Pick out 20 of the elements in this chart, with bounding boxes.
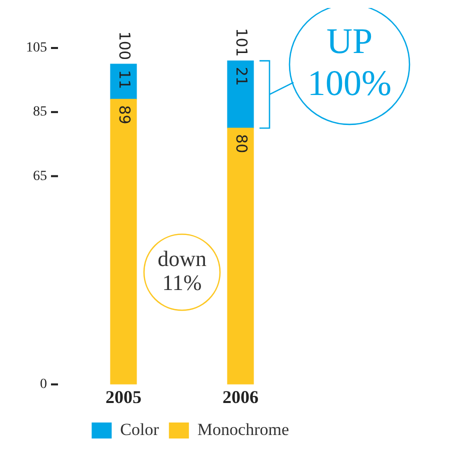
data-label: 89 [116, 105, 134, 124]
y-tick-label: 65 [33, 168, 47, 184]
data-label: 11 [116, 70, 134, 90]
total-label: 100 [116, 31, 134, 60]
legend-label: Color [120, 420, 160, 439]
bar [110, 64, 137, 100]
x-tick-label: 2005 [106, 386, 142, 407]
data-label: 80 [232, 134, 251, 154]
bar [227, 128, 254, 384]
y-tick-label: 105 [26, 40, 47, 56]
text: UP 100% [308, 20, 392, 103]
annotation: down 11% [158, 246, 206, 296]
x-tick-label: 2006 [222, 386, 258, 407]
bar [227, 60, 254, 128]
data-label: 21 [232, 66, 251, 86]
y-tick-label: 85 [33, 104, 47, 120]
y-tick-label: 0 [40, 377, 47, 392]
bar [110, 98, 137, 384]
total-label: 101 [232, 28, 251, 57]
legend-label: Monochrome [197, 420, 290, 439]
